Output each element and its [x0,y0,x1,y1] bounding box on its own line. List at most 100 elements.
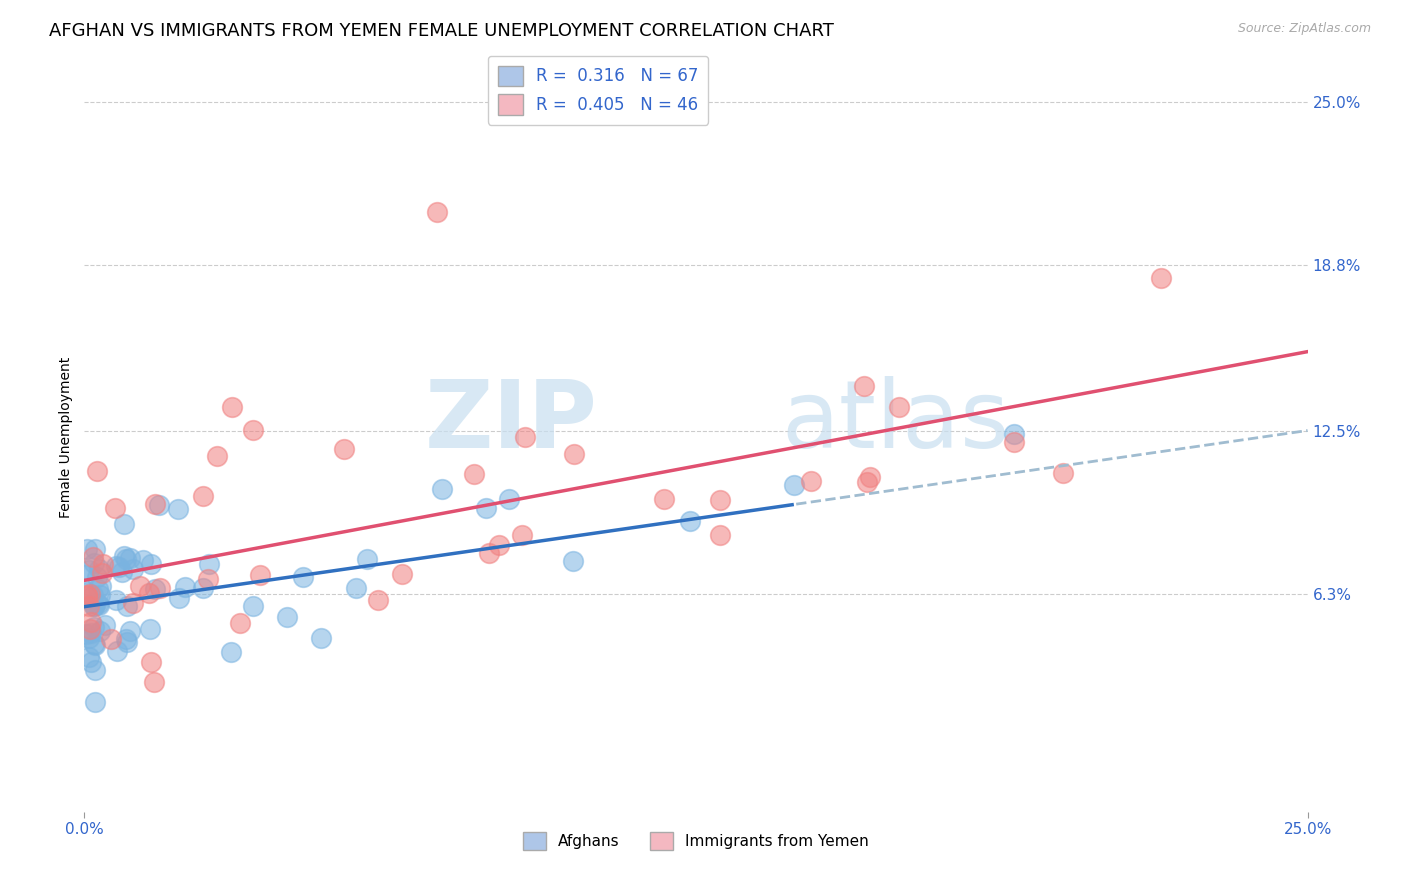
Point [122,562,145,576]
Point [709,528,731,542]
Point [83,620,105,634]
Point [167,591,190,605]
Point [83,695,105,709]
Point [1002,426,1025,441]
Point [197,572,219,586]
Point [82,549,104,564]
Point [1150,271,1173,285]
Point [100,632,122,646]
Point [391,566,413,581]
Point [104,593,127,607]
Point [139,655,162,669]
Point [356,552,378,566]
Point [105,559,128,574]
Point [138,622,160,636]
Point [80,655,103,669]
Point [426,205,449,219]
Point [94,618,117,632]
Point [111,565,134,579]
Point [77,563,100,577]
Point [91,566,114,581]
Point [84,663,107,677]
Point [191,582,214,596]
Point [276,609,298,624]
Point [432,482,454,496]
Point [143,498,166,512]
Point [131,553,153,567]
Point [142,674,165,689]
Point [128,579,150,593]
Point [73,567,96,582]
Point [105,643,128,657]
Point [76,542,98,557]
Point [80,615,103,629]
Point [115,599,138,613]
Point [115,632,138,647]
Point [561,554,583,568]
Point [82,588,104,602]
Point [510,527,533,541]
Point [79,587,101,601]
Point [83,599,105,614]
Point [86,464,108,478]
Point [83,599,105,613]
Point [205,449,228,463]
Point [87,582,110,596]
Point [783,478,806,492]
Point [77,599,100,613]
Point [853,379,876,393]
Point [478,546,501,560]
Point [82,595,104,609]
Point [89,624,111,638]
Point [193,489,215,503]
Point [149,581,172,595]
Legend: Afghans, Immigrants from Yemen: Afghans, Immigrants from Yemen [517,826,875,856]
Point [104,500,127,515]
Point [562,447,585,461]
Point [89,588,111,602]
Point [174,580,197,594]
Point [90,579,112,593]
Point [800,475,823,489]
Point [79,622,101,636]
Point [118,550,141,565]
Point [463,467,485,482]
Point [83,637,105,651]
Point [167,501,190,516]
Point [859,469,882,483]
Text: AFGHAN VS IMMIGRANTS FROM YEMEN FEMALE UNEMPLOYMENT CORRELATION CHART: AFGHAN VS IMMIGRANTS FROM YEMEN FEMALE U… [49,22,834,40]
Point [513,430,536,444]
Point [76,585,98,599]
Point [139,557,162,571]
Point [344,581,367,595]
Point [242,599,264,613]
Point [249,568,271,582]
Point [91,557,114,571]
Point [115,551,138,566]
Point [122,596,145,610]
Point [709,492,731,507]
Point [242,424,264,438]
Point [84,542,107,557]
Point [229,615,252,630]
Point [118,624,141,638]
Point [292,569,315,583]
Point [77,631,100,645]
Point [83,556,105,570]
Point [652,491,675,506]
Point [221,400,243,414]
Y-axis label: Female Unemployment: Female Unemployment [59,357,73,517]
Point [115,635,138,649]
Point [76,588,98,602]
Point [77,650,100,665]
Text: ZIP: ZIP [425,376,598,468]
Point [679,514,702,528]
Point [333,442,356,456]
Text: Source: ZipAtlas.com: Source: ZipAtlas.com [1237,22,1371,36]
Point [498,492,520,507]
Point [475,500,498,515]
Point [367,593,389,607]
Point [75,627,97,641]
Point [76,589,98,603]
Point [143,582,166,596]
